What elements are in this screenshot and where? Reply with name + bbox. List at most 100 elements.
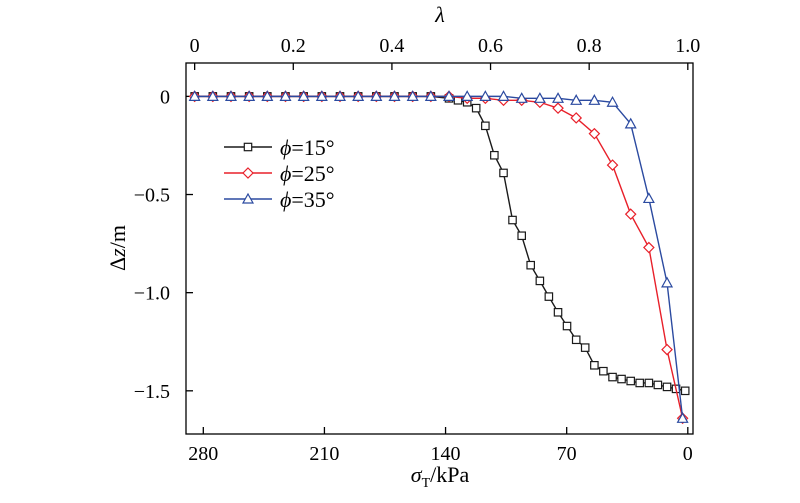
- data-point: [206, 90, 219, 101]
- x-tick-label: 210: [309, 443, 339, 465]
- data-point: [508, 215, 517, 225]
- data-point: [333, 90, 347, 101]
- data-point: [643, 241, 655, 254]
- data-point: [653, 380, 663, 390]
- data-point: [562, 321, 572, 331]
- data-point: [644, 378, 654, 388]
- legend-label: ϕ=35°: [280, 187, 335, 212]
- data-point: [406, 90, 419, 101]
- top-tick-label: 1.0: [675, 35, 700, 57]
- data-point: [590, 360, 599, 370]
- data-point: [242, 167, 254, 179]
- data-point: [497, 90, 510, 101]
- y-axis-delta: Δ: [105, 257, 130, 271]
- data-point: [461, 90, 474, 101]
- data-point: [553, 307, 563, 317]
- data-point: [370, 90, 383, 101]
- data-point: [297, 90, 310, 101]
- data-point: [442, 90, 456, 101]
- data-point: [533, 92, 546, 103]
- data-point: [552, 102, 564, 114]
- data-point: [499, 168, 508, 178]
- data-point: [570, 94, 583, 105]
- y-tick-label: −1.0: [134, 283, 170, 305]
- top-tick-label: 0.2: [281, 35, 306, 57]
- y-tick-label: −0.5: [134, 185, 170, 207]
- data-point: [580, 343, 590, 352]
- legend-entry: ϕ=35°: [224, 187, 335, 212]
- top-tick-label: 0.4: [379, 35, 404, 57]
- top-tick-label: 0: [190, 35, 200, 57]
- data-point: [243, 142, 253, 152]
- data-point: [552, 92, 565, 103]
- x-axis-subscript: T: [422, 476, 431, 491]
- data-point: [606, 159, 619, 171]
- x-tick-label: 140: [431, 443, 461, 465]
- x-tick-label: 0: [683, 443, 693, 465]
- data-point: [424, 90, 437, 101]
- legend-entry: ϕ=15°: [224, 135, 335, 160]
- y-axis-unit: /m: [105, 225, 130, 248]
- top-tick-label: 0.8: [577, 35, 602, 57]
- x-axis-symbol: σ: [411, 462, 423, 487]
- data-point: [661, 343, 673, 356]
- top-axis-title: λ: [434, 2, 445, 27]
- data-point: [479, 90, 492, 101]
- data-point: [544, 292, 554, 301]
- data-point: [676, 412, 689, 423]
- data-point: [243, 90, 256, 101]
- data-point: [606, 96, 619, 107]
- data-point: [680, 386, 690, 396]
- data-point: [526, 260, 535, 270]
- data-point: [517, 231, 526, 241]
- data-point: [388, 90, 401, 101]
- data-point: [515, 92, 528, 103]
- data-point: [261, 90, 274, 101]
- legend-entry: ϕ=25°: [224, 161, 335, 186]
- data-point: [642, 192, 655, 204]
- legend: ϕ=15°ϕ=25°ϕ=35°: [224, 135, 335, 212]
- y-axis-title: Δz/m: [105, 225, 130, 271]
- series-line: [194, 95, 686, 392]
- data-point: [662, 382, 672, 392]
- data-point: [608, 372, 617, 382]
- data-point: [617, 374, 626, 384]
- data-point: [599, 366, 608, 376]
- data-point: [188, 90, 201, 101]
- data-point: [315, 90, 328, 101]
- legend-label: ϕ=25°: [280, 161, 335, 186]
- x-axis-unit: /kPa: [430, 462, 469, 487]
- data-point: [635, 378, 645, 388]
- data-point: [661, 276, 674, 288]
- data-point: [588, 94, 601, 105]
- legend-label: ϕ=15°: [280, 135, 335, 160]
- y-tick-label: 0: [160, 86, 170, 108]
- data-point: [279, 90, 292, 101]
- y-axis-z: z: [105, 248, 130, 258]
- data-point: [352, 90, 365, 101]
- x-axis-title: σT/kPa: [411, 462, 470, 491]
- data-point: [570, 112, 583, 124]
- series-line: [194, 95, 684, 419]
- y-tick-label: −1.5: [134, 381, 170, 403]
- data-point: [571, 335, 581, 345]
- x-tick-label: 70: [557, 443, 577, 465]
- data-point: [624, 208, 637, 220]
- top-tick-label: 0.6: [478, 35, 503, 57]
- series-group: [188, 90, 690, 425]
- data-point: [490, 150, 499, 160]
- data-point: [481, 121, 490, 131]
- plot-frame: [185, 62, 694, 435]
- data-point: [224, 90, 238, 101]
- data-point: [471, 103, 481, 113]
- series-3: [188, 90, 689, 423]
- ticks: 280 210 140 70 0 0 0.2 0.4 0.6 0.8 1.0 0 −0.5 −1.0 −1.…: [134, 35, 701, 465]
- data-point: [624, 117, 637, 129]
- data-point: [535, 276, 545, 286]
- data-point: [626, 376, 636, 386]
- data-point: [588, 127, 601, 140]
- data-point: [241, 192, 255, 204]
- x-tick-label: 280: [188, 443, 218, 465]
- series-1: [190, 92, 690, 396]
